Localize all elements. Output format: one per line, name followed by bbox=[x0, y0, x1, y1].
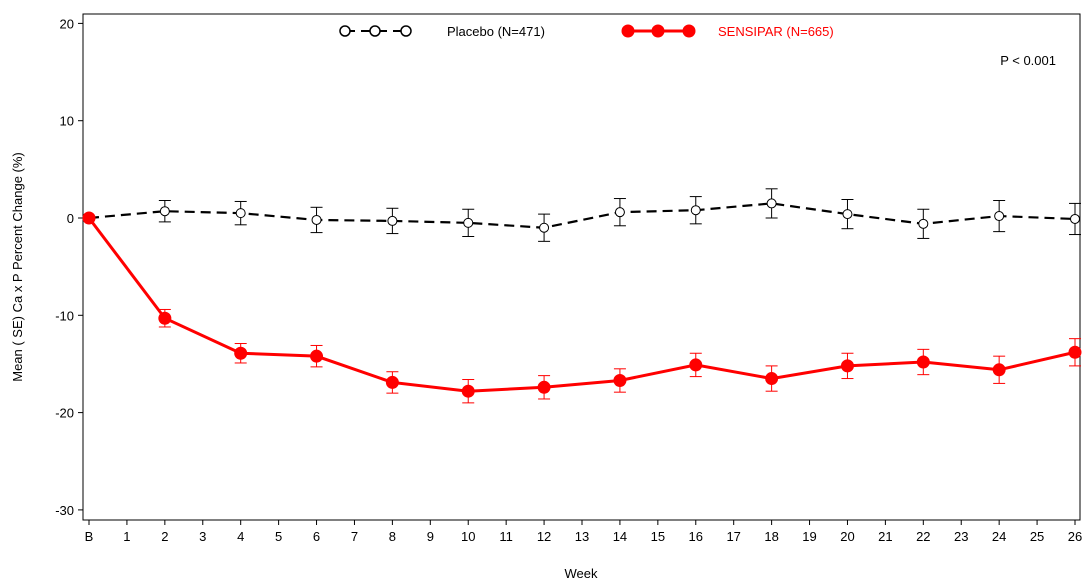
x-tick-label: 6 bbox=[313, 529, 320, 544]
y-tick-label: 20 bbox=[60, 16, 74, 31]
series-placebo bbox=[84, 188, 1081, 242]
data-point bbox=[992, 363, 1006, 377]
legend-label-placebo: Placebo (N=471) bbox=[447, 24, 545, 39]
series-sensipar bbox=[82, 211, 1082, 404]
legend-label-sensipar: SENSIPAR (N=665) bbox=[718, 24, 834, 39]
x-axis-title: Week bbox=[565, 566, 598, 581]
data-point bbox=[918, 218, 929, 229]
data-point bbox=[840, 359, 854, 373]
x-axis: B 1 2 3 4 5 6 7 8 9 10 11 12 13 14 15 16 17 18 19 20 21 22 23 24… bbox=[85, 520, 1082, 544]
data-point bbox=[765, 372, 779, 386]
legend-item-sensipar: SENSIPAR (N=665) bbox=[621, 24, 834, 39]
x-tick-label: 24 bbox=[992, 529, 1006, 544]
x-tick-label: 2 bbox=[161, 529, 168, 544]
x-tick-label: 19 bbox=[802, 529, 816, 544]
data-point bbox=[539, 222, 550, 233]
x-tick-label: 17 bbox=[726, 529, 740, 544]
x-tick-label: 3 bbox=[199, 529, 206, 544]
x-tick-label: 5 bbox=[275, 529, 282, 544]
x-tick-label: 22 bbox=[916, 529, 930, 544]
x-tick-label: 18 bbox=[764, 529, 778, 544]
data-point bbox=[82, 211, 96, 225]
data-point bbox=[994, 211, 1005, 222]
x-tick-label: 8 bbox=[389, 529, 396, 544]
x-tick-label: 9 bbox=[427, 529, 434, 544]
x-tick-label: B bbox=[85, 529, 94, 544]
data-point bbox=[158, 311, 172, 325]
data-point bbox=[387, 215, 398, 226]
x-tick-label: 1 bbox=[123, 529, 130, 544]
x-tick-label: 26 bbox=[1068, 529, 1082, 544]
legend-marker bbox=[339, 25, 351, 37]
data-point bbox=[235, 208, 246, 219]
legend-marker bbox=[369, 25, 381, 37]
x-tick-label: 12 bbox=[537, 529, 551, 544]
legend-marker bbox=[400, 25, 412, 37]
data-point bbox=[159, 206, 170, 217]
data-point bbox=[537, 380, 551, 394]
y-tick-label: -30 bbox=[55, 503, 74, 518]
x-tick-label: 14 bbox=[613, 529, 627, 544]
x-tick-label: 10 bbox=[461, 529, 475, 544]
plot-frame bbox=[82, 13, 1081, 521]
y-tick-label: 10 bbox=[60, 114, 74, 129]
x-tick-label: 15 bbox=[651, 529, 665, 544]
data-point bbox=[461, 384, 475, 398]
x-tick-label: 21 bbox=[878, 529, 892, 544]
series-line bbox=[88, 202, 1076, 229]
x-tick-label: 20 bbox=[840, 529, 854, 544]
data-point bbox=[614, 207, 625, 218]
x-tick-label: 16 bbox=[689, 529, 703, 544]
data-point bbox=[1070, 213, 1080, 224]
y-axis-title: Mean ( SE) Ca x P Percent Change (%) bbox=[10, 152, 25, 382]
data-point bbox=[463, 217, 474, 228]
legend-item-placebo: Placebo (N=471) bbox=[339, 24, 545, 39]
y-tick-label: -20 bbox=[55, 406, 74, 421]
data-point bbox=[1068, 345, 1082, 359]
x-tick-label: 11 bbox=[499, 529, 513, 544]
y-tick-label: -10 bbox=[55, 308, 74, 323]
data-point bbox=[310, 349, 324, 363]
series-layer bbox=[82, 188, 1082, 404]
series-line bbox=[87, 217, 1076, 393]
legend-marker bbox=[682, 24, 696, 38]
legend-marker bbox=[651, 24, 665, 38]
y-axis: 20 10 0 -10 -20 -30 bbox=[55, 16, 83, 518]
data-point bbox=[766, 198, 777, 209]
data-point bbox=[690, 205, 701, 216]
data-point bbox=[842, 209, 853, 220]
p-value-annotation: P < 0.001 bbox=[1000, 53, 1056, 68]
data-point bbox=[916, 355, 930, 369]
y-tick-label: 0 bbox=[67, 211, 74, 226]
x-tick-label: 4 bbox=[237, 529, 244, 544]
data-point bbox=[311, 214, 322, 225]
x-tick-label: 25 bbox=[1030, 529, 1044, 544]
data-point bbox=[689, 358, 703, 372]
data-point bbox=[234, 346, 248, 360]
data-point bbox=[385, 375, 399, 389]
data-point bbox=[613, 373, 627, 387]
x-tick-label: 23 bbox=[954, 529, 968, 544]
legend: Placebo (N=471) SENSIPAR (N=665) bbox=[339, 24, 834, 39]
legend-marker bbox=[621, 24, 635, 38]
x-tick-label: 7 bbox=[351, 529, 358, 544]
x-tick-label: 13 bbox=[575, 529, 589, 544]
